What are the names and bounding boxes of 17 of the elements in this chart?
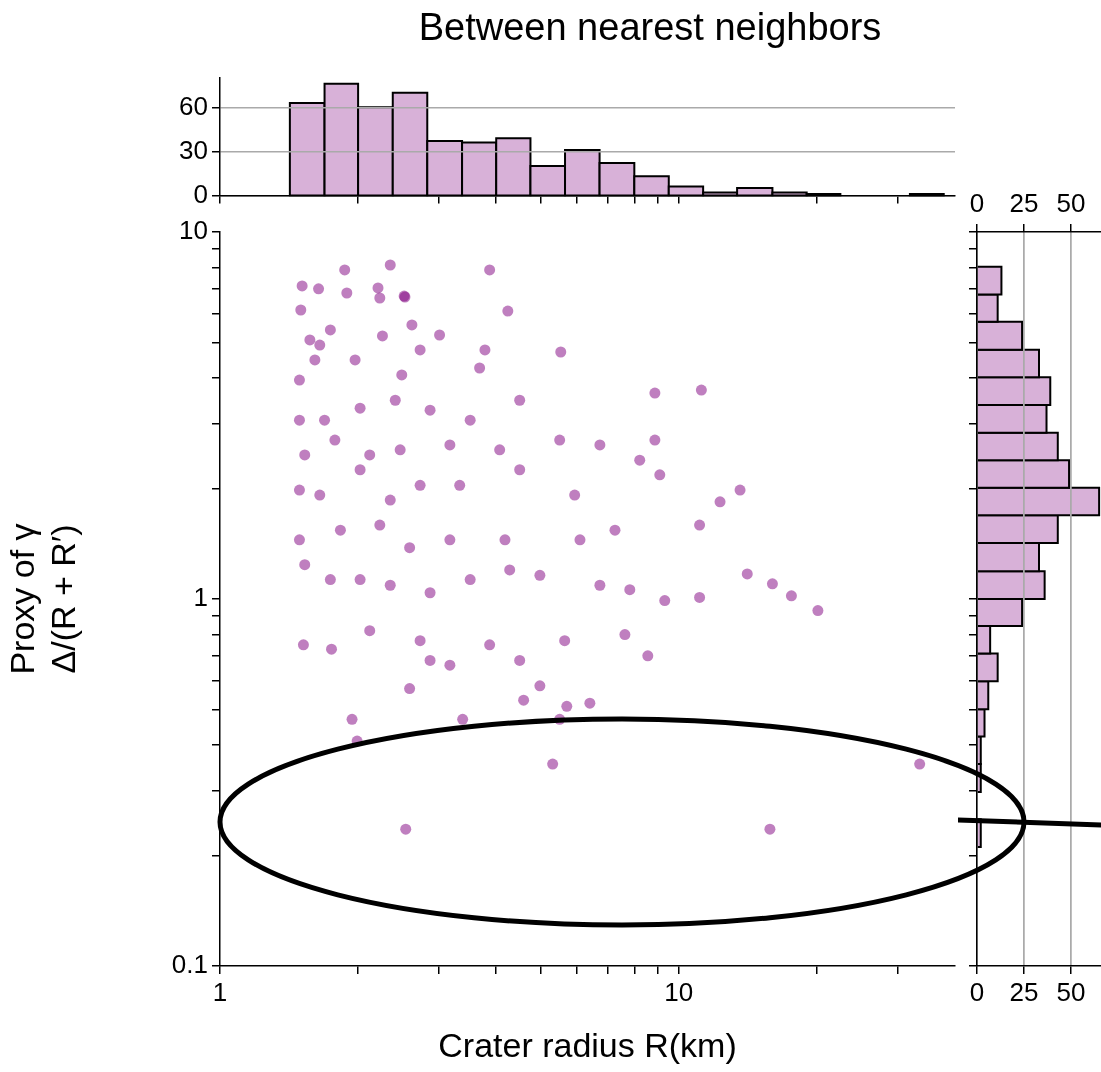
y-tick-label: 0 — [193, 178, 208, 209]
y-tick-label: 0.1 — [171, 949, 208, 980]
x-tick-label: 25 — [1009, 976, 1039, 1007]
y-tick-label: 30 — [179, 134, 208, 165]
x-tick-label: 50 — [1056, 976, 1086, 1007]
x2-tick-label: 25 — [1009, 187, 1039, 218]
x-tick-label: 1 — [212, 976, 228, 1007]
x-tick-label: 10 — [664, 976, 694, 1007]
chart-title: Between nearest neighbors — [417, 6, 883, 49]
x2-tick-label: 0 — [969, 187, 985, 218]
x2-tick-label: 50 — [1056, 187, 1086, 218]
y-tick-label: 10 — [179, 215, 208, 246]
x-tick-label: 0 — [969, 976, 985, 1007]
y-axis-title: Proxy of γ Δ/(R + R′) — [2, 523, 82, 675]
x-axis-title: Crater radius R(km) — [438, 1025, 737, 1064]
y-tick-label: 60 — [179, 90, 208, 121]
y-tick-label: 1 — [193, 582, 208, 613]
